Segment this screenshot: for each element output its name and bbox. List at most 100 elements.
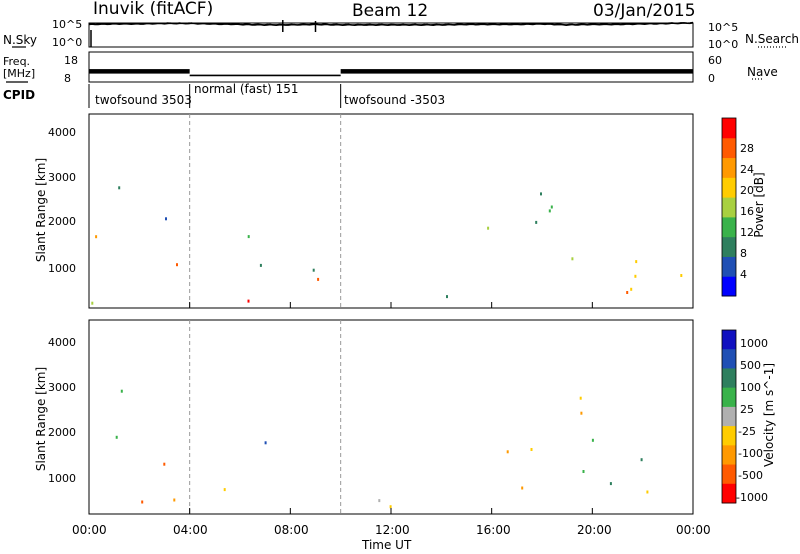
- data-cell: [259, 263, 262, 267]
- noise-ytick-top: 10^5: [52, 18, 83, 31]
- station-title: Inuvik (fitACF): [93, 0, 214, 19]
- power-colorbar-frame: [721, 117, 737, 297]
- power-colorbar-tick: 20: [740, 184, 754, 197]
- velocity-colorbar-swatch: [722, 445, 736, 466]
- velocity-panel: [115, 389, 649, 509]
- power-colorbar-swatch: [722, 276, 736, 297]
- velocity-colorbar-swatch: [722, 426, 736, 446]
- panel-frame: [88, 51, 694, 83]
- velocity-ytick: 3000: [48, 381, 76, 394]
- data-cell: [582, 470, 585, 473]
- velocity-colorbar-tick: 100: [740, 381, 761, 394]
- noise-ytick-bottom: 10^0: [52, 36, 83, 49]
- data-cell: [634, 274, 637, 278]
- freq-ytick-top: 18: [64, 54, 78, 67]
- noise-panel: [88, 20, 694, 47]
- data-cell: [571, 257, 574, 261]
- velocity-ytick: 2000: [48, 426, 76, 439]
- power-colorbar-swatch: [722, 236, 736, 257]
- velocity-colorbar-swatch: [722, 464, 736, 485]
- x-tick: 12:00: [375, 523, 410, 537]
- power-colorbar-swatch: [722, 137, 736, 159]
- velocity-colorbar-swatch: [722, 368, 736, 389]
- power-colorbar-swatch: [722, 197, 736, 218]
- data-cell: [118, 186, 121, 190]
- freq-band: [89, 69, 190, 74]
- cpid-segment-2: normal (fast) 151: [194, 82, 299, 96]
- data-cell: [521, 486, 524, 490]
- data-cell: [680, 274, 683, 277]
- data-cell: [247, 299, 250, 303]
- velocity-colorbar-tick: 1000: [740, 337, 768, 350]
- data-cell: [115, 435, 118, 439]
- power-ytick: 1000: [48, 262, 76, 275]
- data-cell: [640, 458, 643, 462]
- data-cell: [317, 277, 320, 281]
- data-cell: [580, 411, 583, 415]
- nsky-label: N.Sky: [3, 33, 38, 47]
- power-colorbar-swatch: [722, 216, 736, 238]
- data-cell: [535, 220, 538, 224]
- velocity-colorbar-tick: 25: [740, 403, 754, 416]
- beam-title: Beam 12: [352, 1, 429, 21]
- x-tick: 08:00: [274, 523, 309, 537]
- power-colorbar-tick: 12: [740, 226, 754, 239]
- freq-band: [340, 69, 693, 74]
- velocity-colorbar-swatch: [722, 406, 736, 427]
- velocity-colorbar-swatch: [722, 349, 736, 369]
- velocity-colorbar-swatch: [722, 387, 736, 408]
- panel-frame: [88, 113, 694, 309]
- date-title: 03/Jan/2015: [593, 1, 696, 21]
- cpid-label: CPID: [3, 88, 36, 102]
- data-cell: [646, 490, 649, 494]
- data-cell: [264, 441, 267, 445]
- freq-ytick-bottom: 8: [64, 72, 71, 85]
- data-cell: [163, 462, 166, 466]
- x-tick: 20:00: [577, 523, 612, 537]
- velocity-colorbar-frame: [721, 329, 737, 504]
- data-cell: [389, 505, 392, 509]
- freq-label: Freq.: [3, 55, 31, 68]
- data-cell: [223, 488, 226, 492]
- panel-frame: [88, 22, 694, 48]
- frequency-panel: [89, 69, 693, 77]
- data-cell: [550, 205, 553, 209]
- power-colorbar-swatch: [722, 157, 736, 178]
- velocity-colorbar-tick: -100: [738, 447, 763, 460]
- power-ytick: 4000: [48, 126, 76, 139]
- data-cell: [312, 268, 315, 272]
- nsearch-label: N.Search: [745, 32, 800, 46]
- nave-ytick-top: 60: [708, 54, 722, 67]
- noise-ytick-right-top: 10^5: [708, 21, 739, 34]
- data-cell: [540, 192, 542, 196]
- nave-label: Nave: [747, 65, 778, 79]
- data-cell: [446, 295, 448, 299]
- power-colorbar-tick: 8: [740, 247, 747, 260]
- velocity-ytick: 1000: [48, 472, 76, 485]
- power-colorbar-tick: 28: [740, 142, 754, 155]
- data-cell: [635, 260, 638, 264]
- freq-unit-label: [MHz]: [3, 67, 36, 80]
- velocity-colorbar-tick: 500: [740, 359, 761, 372]
- data-cell: [630, 287, 633, 291]
- data-cell: [173, 498, 176, 502]
- power-colorbar-swatch: [722, 118, 736, 139]
- x-tick: 16:00: [476, 523, 511, 537]
- colorbars: [722, 118, 736, 504]
- velocity-colorbar-tick: -1000: [736, 491, 768, 504]
- power-colorbar-tick: 24: [740, 163, 754, 176]
- data-cell: [626, 291, 629, 294]
- velocity-colorbar-tick: -500: [738, 469, 763, 482]
- x-tick: 00:00: [72, 523, 107, 537]
- data-cell: [95, 235, 98, 239]
- power-ytick: 2000: [48, 215, 76, 228]
- velocity-colorbar-tick: -25: [738, 425, 756, 438]
- data-cell: [530, 448, 533, 451]
- data-cell: [176, 263, 178, 267]
- data-cell: [120, 389, 123, 393]
- data-cell: [141, 500, 144, 504]
- power-colorbar-tick: 4: [740, 268, 747, 281]
- x-tick: 00:00: [676, 523, 711, 537]
- data-cell: [609, 482, 612, 486]
